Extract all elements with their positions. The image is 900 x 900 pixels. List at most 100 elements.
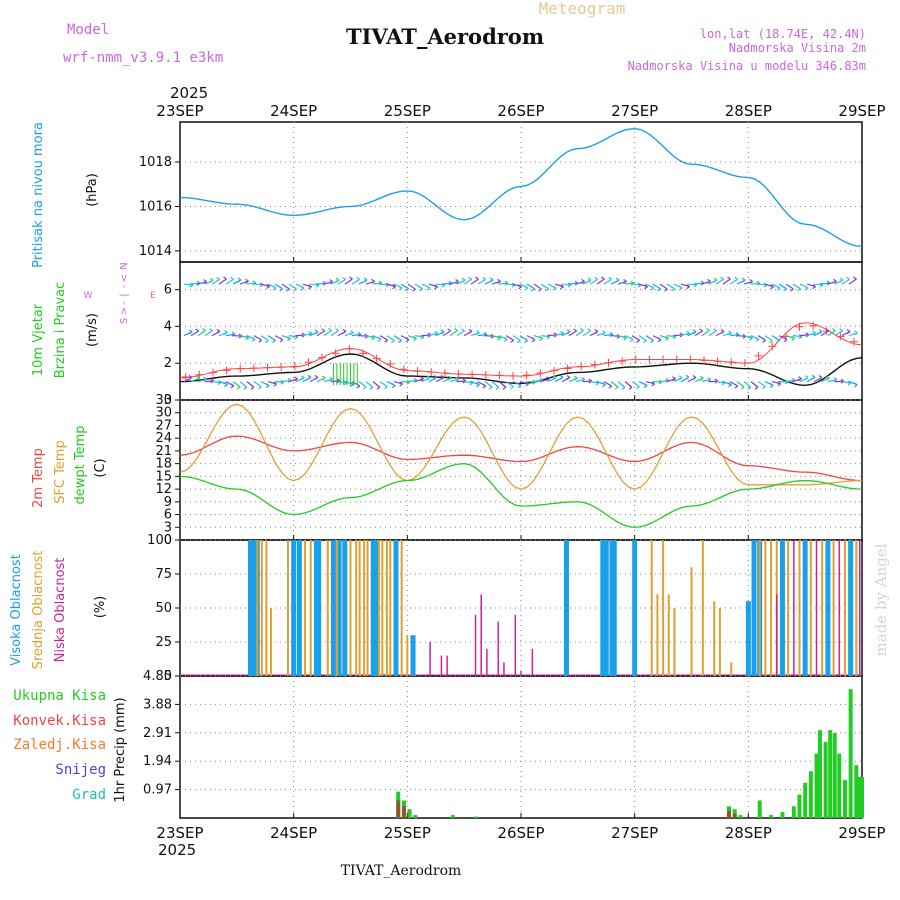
precip-bar-conv [401,806,406,818]
wind-arrow [463,276,472,285]
wind-arrow [323,279,333,285]
precip-bar-total [854,765,859,818]
cloud-bar-mid [309,540,312,676]
precip-legend-snow: Snijeg [55,762,106,778]
wind-arrow [267,381,277,387]
wind-arrow [575,278,585,285]
wind-arrow [358,381,367,390]
ytick-label-pressure: 1014 [139,244,172,259]
ytick-label-temperature: 6 [164,508,172,523]
wind-arrow [281,283,290,292]
wind-arrow [582,328,591,337]
cloud-bar-mid [265,540,268,676]
wind-arrow [554,374,564,383]
wind-arrow [246,381,255,390]
precip-legend-conv: Konvek.Kisa [13,713,106,729]
chart-subtitle: Meteogram [539,0,626,18]
wind-arrow [750,335,760,343]
wind-arrow [652,335,662,343]
cloud-bar-mid [667,594,670,676]
cloud-bar-mid [358,540,361,676]
xtick-label-bottom: 25SEP [384,824,431,842]
wind-arrow [449,278,459,285]
wind-arrow [288,283,297,292]
temp-ylabel-2m: 2m Temp [31,448,46,508]
pressure-unit: (hPa) [85,173,100,207]
ytick-label-wind: 2 [164,356,172,371]
cloud-bar-mid [713,601,716,676]
wind-gust-marker [249,364,258,373]
wind-arrow [232,381,241,390]
wind-arrow [799,283,809,291]
wind-arrow [736,277,746,285]
wind-gust-marker [631,355,640,364]
cloud-bar-mid [377,540,380,676]
wind-arrow [638,335,647,344]
wind-arrow [687,374,697,383]
wind-arrow [638,381,648,388]
wind-arrow [568,375,578,383]
ytick-label-temperature: 12 [155,482,172,497]
wind-gust-marker [481,370,490,379]
precip-legend: Ukupna Kisa Konvek.Kisa Zaledj.Kisa Snij… [13,688,128,803]
wind-arrow [211,328,221,337]
wind-gust-marker [468,370,477,379]
wind-arrow [750,381,759,390]
wind-arrow [827,278,837,285]
cloud-bar-mid [718,608,721,676]
precip-bar-total [413,815,418,818]
wind-arrow [617,278,627,285]
wind-gust-marker [359,349,368,358]
wind-gust-marker [645,355,654,364]
wind-arrow [568,328,577,337]
ytick-label-temperature: 21 [155,444,172,459]
wind-arrow [246,335,256,342]
wind-arrow [470,330,480,337]
cloud-bar-mid [286,540,289,676]
wind-arrow [379,335,389,343]
cloud-bar-high [336,540,342,676]
wind-gust-marker [727,358,736,367]
precip-bar-total [828,730,833,818]
ytick-label-temperature: 18 [155,457,172,472]
wind-arrow [372,381,381,390]
wind-gust-marker [604,358,613,367]
wind-arrow [442,375,452,383]
wind-arrow [435,329,445,337]
compass-n: N [119,262,130,269]
wind-arrow [526,335,536,343]
model-label: Model [67,22,109,38]
cloud-bar-high [410,635,416,676]
footer-station: TIVAT_Aerodrom [341,863,462,879]
wind-arrow [813,374,823,383]
ytick-label-wind: 4 [164,319,172,334]
wind-arrow [673,375,683,383]
wind-gust-marker [345,344,354,353]
ytick-label-clouds: 75 [155,567,172,582]
ytick-label-temperature: 24 [155,431,172,446]
wind-arrow [666,283,675,292]
cloud-bar-low [514,614,517,676]
cloud-bar-low [446,655,448,676]
wind-arrow [442,328,452,337]
wind-arrow [267,283,277,291]
precip-bar-total [832,733,837,818]
cloud-bar-low [531,648,534,676]
precip-bar-total [797,794,802,818]
precip-bar-total [814,753,819,818]
wind-gust-marker [413,367,422,376]
wind-gust-marker [795,322,804,331]
wind-arrow [701,328,710,337]
wind-gust-marker [577,362,586,371]
wind-gust-marker [372,354,381,363]
precip-bar-conv [727,810,732,818]
wind-gust-marker [304,358,313,367]
wind-arrow [617,381,626,390]
wind-arrow [288,376,298,383]
wind-gust-marker [563,364,572,373]
wind-arrow [848,381,858,388]
wind-arrow [197,376,208,383]
wind-arrow [764,283,774,290]
cloud-bar-low [486,648,488,676]
